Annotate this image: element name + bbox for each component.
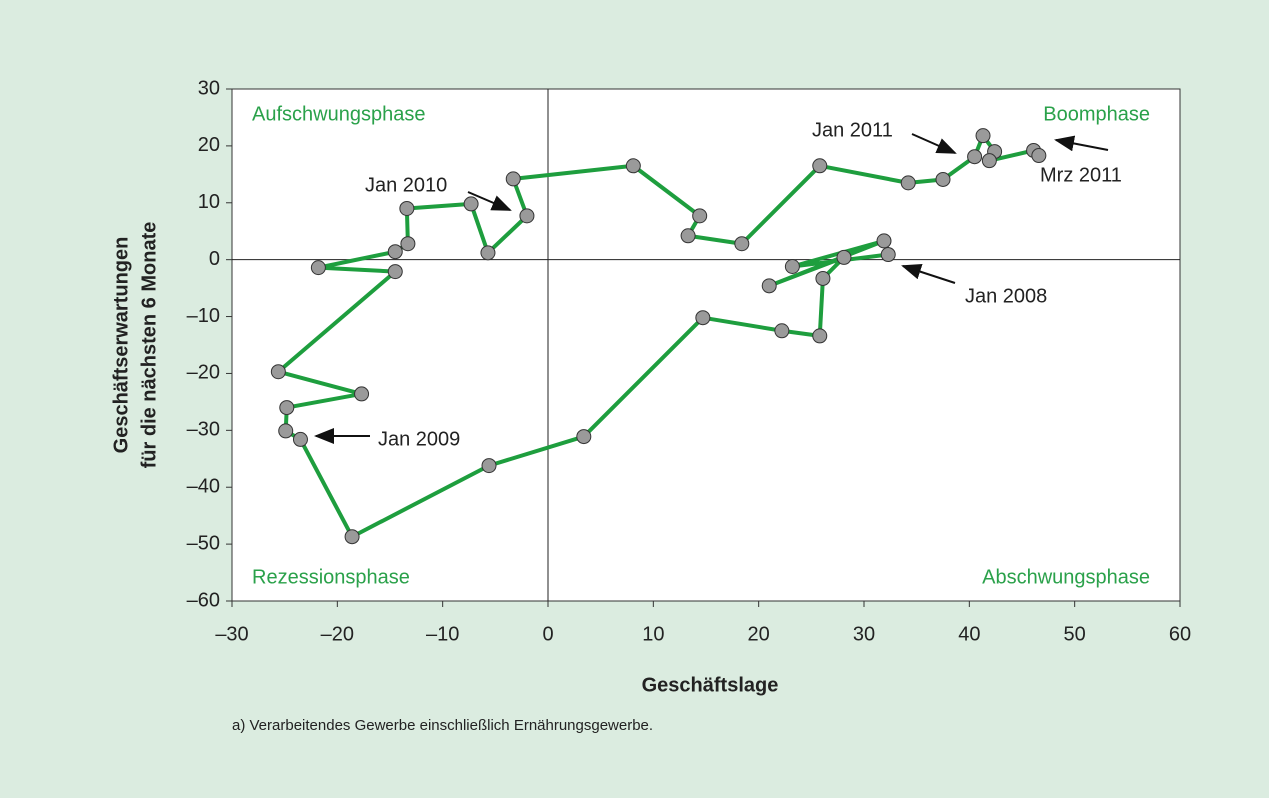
data-point — [576, 429, 592, 445]
data-point — [625, 158, 641, 174]
data-point — [387, 244, 403, 260]
data-point — [399, 200, 415, 216]
data-point — [400, 236, 416, 252]
y-tick-label: –30 — [187, 419, 220, 441]
data-point — [761, 278, 777, 294]
data-point — [692, 208, 708, 224]
x-tick-label: 40 — [958, 623, 980, 645]
quadrant-label: Aufschwungsphase — [252, 103, 425, 125]
quadrant-label: Boomphase — [1043, 103, 1150, 125]
y-tick-label: –40 — [187, 476, 220, 498]
annotation-arrow — [911, 133, 957, 154]
data-point — [354, 386, 370, 402]
x-tick-label: 10 — [642, 623, 664, 645]
x-tick-label: –30 — [215, 623, 248, 645]
data-point — [680, 228, 696, 244]
data-point — [310, 260, 326, 276]
footnote: a) Verarbeitendes Gewerbe einschließlich… — [232, 717, 653, 734]
annotation: Jan 2010 — [365, 174, 447, 196]
data-point — [734, 236, 750, 252]
data-point — [387, 264, 403, 280]
data-point — [774, 323, 790, 339]
annotation-arrow — [901, 263, 956, 284]
data-point — [278, 423, 294, 439]
annotation-arrow — [467, 191, 512, 211]
x-tick-label: 0 — [542, 623, 553, 645]
x-axis-label: Geschäftslage — [642, 674, 779, 696]
data-point — [279, 400, 295, 416]
data-point — [876, 233, 892, 249]
data-point — [836, 249, 852, 265]
y-tick-label: 30 — [198, 77, 220, 99]
x-tick-label: 60 — [1169, 623, 1191, 645]
data-point — [967, 149, 983, 165]
x-tick-label: 20 — [748, 623, 770, 645]
y-tick-label: –10 — [187, 305, 220, 327]
data-point — [981, 153, 997, 169]
y-tick-label: 20 — [198, 134, 220, 156]
data-point — [812, 328, 828, 344]
y-axis-label: für die nächsten 6 Monate — [138, 222, 160, 469]
y-axis-label: Geschäftserwartungen — [110, 237, 132, 454]
data-point — [463, 196, 479, 212]
x-tick-label: 30 — [853, 623, 875, 645]
data-point — [344, 529, 360, 545]
quadrant-label: Abschwungsphase — [982, 566, 1150, 588]
x-tick-label: –10 — [426, 623, 459, 645]
annotation-arrow — [1054, 135, 1109, 152]
data-point — [270, 364, 286, 380]
y-tick-label: 10 — [198, 191, 220, 213]
y-tick-label: –50 — [187, 532, 220, 554]
data-point — [880, 247, 896, 263]
annotation: Jan 2011 — [812, 119, 893, 141]
data-point — [900, 175, 916, 191]
annotation: Mrz 2011 — [1040, 164, 1122, 186]
data-point — [935, 171, 951, 187]
data-point — [505, 171, 521, 187]
data-point — [519, 208, 535, 224]
y-tick-label: –20 — [187, 362, 220, 384]
data-point — [812, 158, 828, 174]
data-point — [481, 458, 497, 474]
data-point — [292, 431, 308, 447]
data-point — [695, 310, 711, 326]
quadrant-label: Rezessionsphase — [252, 566, 410, 588]
x-tick-label: 50 — [1064, 623, 1086, 645]
data-point — [1031, 148, 1047, 164]
data-point — [975, 128, 991, 144]
data-point — [480, 245, 496, 261]
y-tick-label: –60 — [187, 589, 220, 611]
annotation: Jan 2009 — [378, 428, 460, 450]
x-tick-label: –20 — [321, 623, 354, 645]
annotation: Jan 2008 — [965, 285, 1047, 307]
y-tick-label: 0 — [209, 248, 220, 270]
data-point — [815, 270, 831, 286]
data-point — [784, 258, 800, 274]
